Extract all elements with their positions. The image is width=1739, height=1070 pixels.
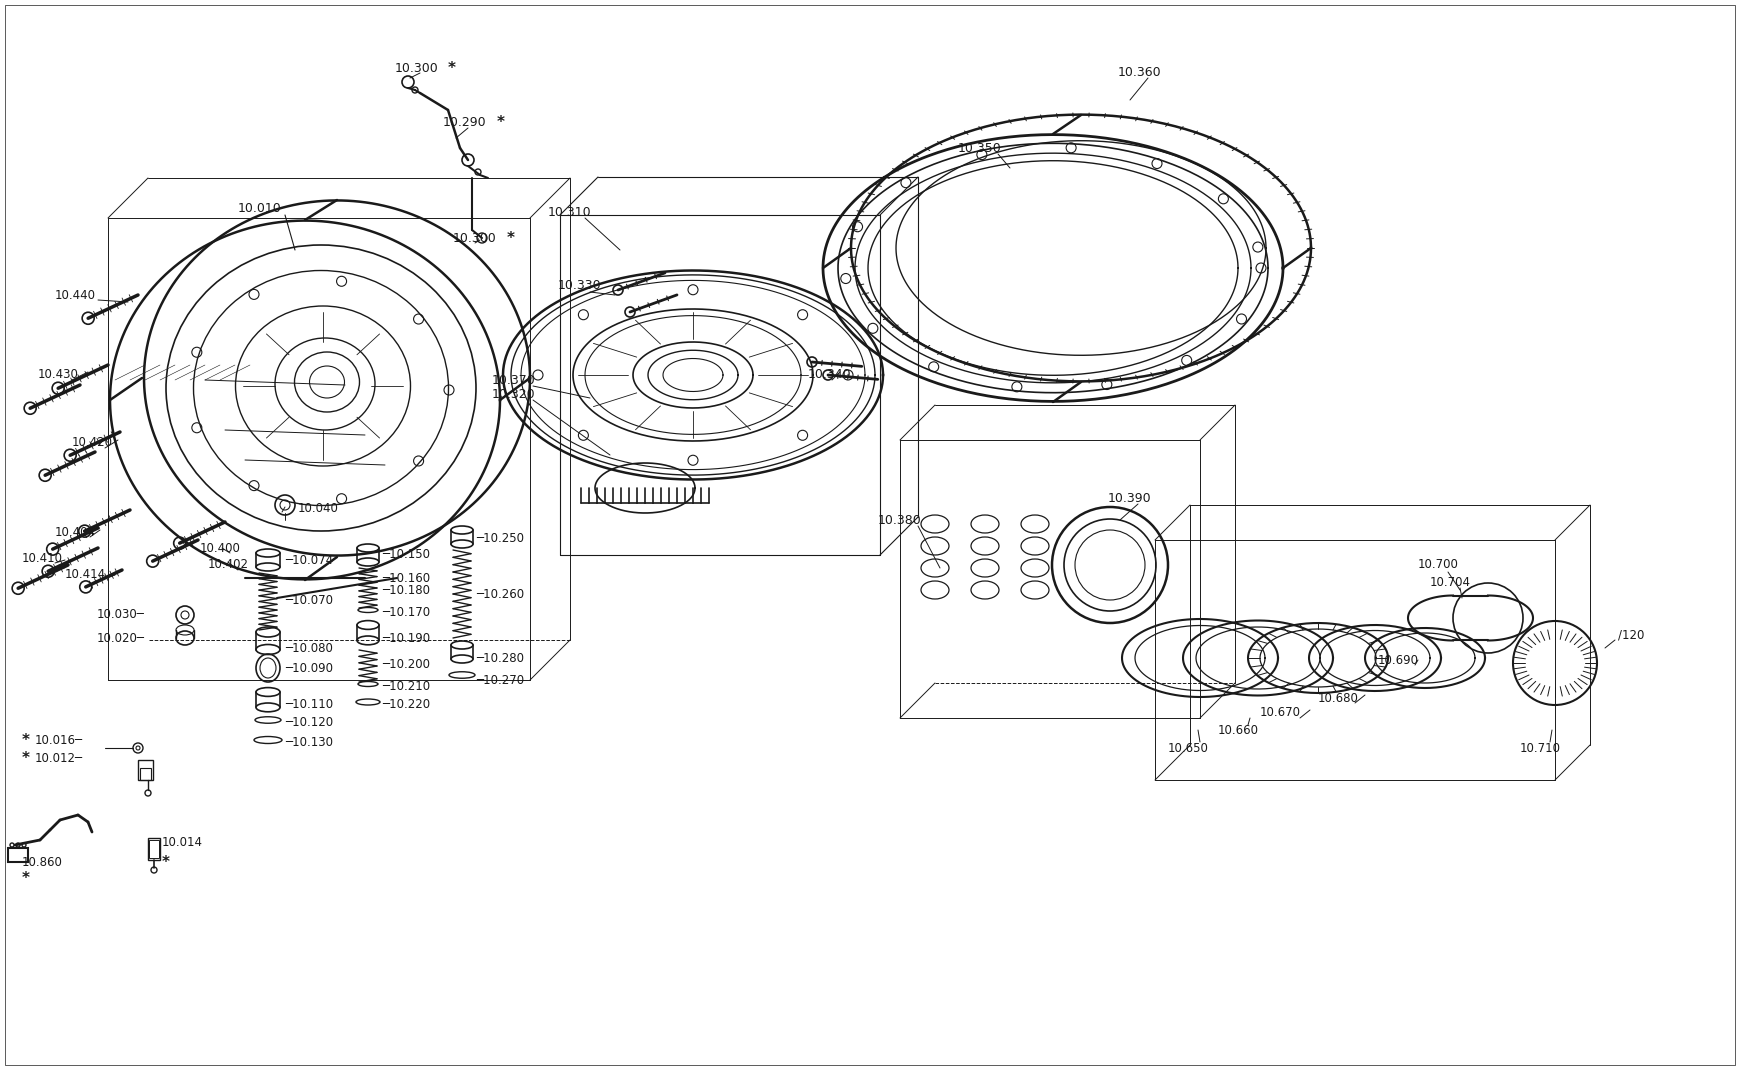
Text: 10.402: 10.402 <box>209 559 249 571</box>
Text: 10.410: 10.410 <box>23 551 63 565</box>
Text: *: * <box>23 871 30 886</box>
Text: *: * <box>23 750 30 765</box>
Circle shape <box>64 449 77 461</box>
Text: 10.300: 10.300 <box>395 61 438 75</box>
Text: ─10.270: ─10.270 <box>476 673 523 687</box>
Text: ─10.280: ─10.280 <box>476 652 523 664</box>
Text: *: * <box>497 114 504 129</box>
Circle shape <box>42 565 54 577</box>
Text: ─10.160: ─10.160 <box>383 571 430 584</box>
Text: ─10.220: ─10.220 <box>383 698 430 710</box>
Bar <box>139 768 151 780</box>
Text: 10.370: 10.370 <box>492 373 536 386</box>
Text: *: * <box>506 230 515 245</box>
Text: 10.340: 10.340 <box>807 368 850 382</box>
Circle shape <box>78 525 90 537</box>
Text: 10.016─: 10.016─ <box>35 734 83 747</box>
Circle shape <box>52 382 64 394</box>
Circle shape <box>40 470 50 482</box>
Text: ─10.080: ─10.080 <box>285 642 332 655</box>
Text: 10.330: 10.330 <box>558 278 602 291</box>
Text: *: * <box>447 61 456 76</box>
Text: ─10.130: ─10.130 <box>285 735 332 749</box>
Text: 10.430: 10.430 <box>38 368 78 382</box>
Circle shape <box>174 537 186 549</box>
Text: 10.700: 10.700 <box>1417 559 1457 571</box>
Text: 10.670: 10.670 <box>1259 705 1301 718</box>
Text: 10.660: 10.660 <box>1217 723 1259 736</box>
Text: ─10.180: ─10.180 <box>383 583 430 596</box>
Circle shape <box>80 581 92 593</box>
Circle shape <box>146 555 158 567</box>
Text: /120: /120 <box>1617 628 1643 642</box>
Text: ─10.210: ─10.210 <box>383 679 430 692</box>
Text: 10.400: 10.400 <box>200 541 240 554</box>
Text: ─10.150: ─10.150 <box>383 549 430 562</box>
Text: 10.404: 10.404 <box>56 525 96 538</box>
Text: 10.020─: 10.020─ <box>97 631 144 644</box>
Text: 10.650: 10.650 <box>1167 742 1209 754</box>
Text: *: * <box>162 855 170 870</box>
Bar <box>148 838 160 860</box>
Text: 10.390: 10.390 <box>1108 491 1151 504</box>
Text: ─10.260: ─10.260 <box>476 588 523 601</box>
Text: 10.290: 10.290 <box>443 116 487 128</box>
Text: 10.860: 10.860 <box>23 856 63 869</box>
Bar <box>137 760 153 780</box>
Text: 10.690: 10.690 <box>1377 654 1419 667</box>
Text: ─10.070: ─10.070 <box>285 594 332 607</box>
Text: 10.360: 10.360 <box>1118 65 1162 78</box>
Text: 10.300: 10.300 <box>452 231 496 245</box>
Text: 10.710: 10.710 <box>1520 742 1560 754</box>
Text: ─10.120: ─10.120 <box>285 716 332 729</box>
Text: 10.440: 10.440 <box>56 289 96 302</box>
Text: 10.414: 10.414 <box>64 568 106 581</box>
Circle shape <box>12 582 24 594</box>
Text: 10.704: 10.704 <box>1429 576 1469 589</box>
Circle shape <box>24 402 37 414</box>
Bar <box>150 840 158 858</box>
Text: 10.350: 10.350 <box>958 141 1002 154</box>
Text: ─10.090: ─10.090 <box>285 661 332 674</box>
Text: 10.040: 10.040 <box>297 502 339 515</box>
Text: 10.320: 10.320 <box>492 388 536 401</box>
Text: 10.030─: 10.030─ <box>97 609 144 622</box>
Text: ─10.074: ─10.074 <box>285 553 332 566</box>
Text: ─10.190: ─10.190 <box>383 631 430 644</box>
Text: ─10.200: ─10.200 <box>383 658 430 672</box>
Text: 10.310: 10.310 <box>548 205 591 218</box>
Text: 10.010: 10.010 <box>238 201 282 214</box>
Text: *: * <box>23 733 30 748</box>
Text: 10.012─: 10.012─ <box>35 751 83 764</box>
Text: 10.420: 10.420 <box>71 435 113 448</box>
Text: 10.380: 10.380 <box>878 514 922 526</box>
Text: 10.680: 10.680 <box>1316 691 1358 704</box>
Circle shape <box>82 312 94 324</box>
Text: 10.014: 10.014 <box>162 837 203 850</box>
Text: ─10.170: ─10.170 <box>383 606 430 618</box>
Text: ─10.250: ─10.250 <box>476 532 523 545</box>
Bar <box>9 849 28 862</box>
Text: ─10.110: ─10.110 <box>285 699 332 712</box>
Circle shape <box>47 544 59 555</box>
